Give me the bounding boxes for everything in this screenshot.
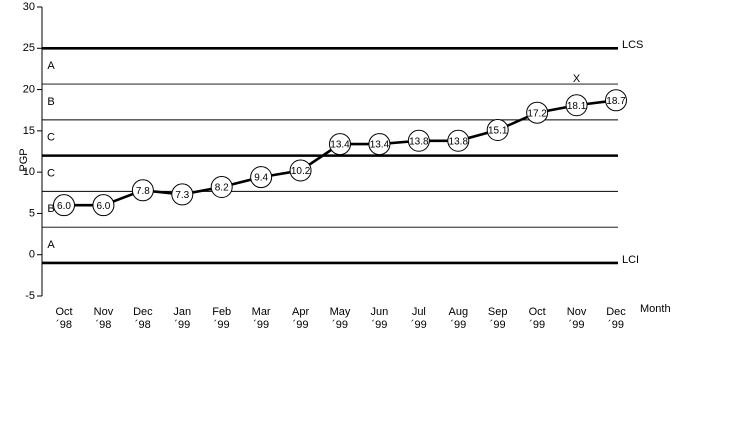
- x-tick-label-line: ´99: [293, 319, 309, 331]
- x-tick-label-line: Feb: [212, 306, 231, 318]
- data-label: 13.4: [370, 140, 390, 151]
- x-tick-label-line: ´99: [569, 319, 585, 331]
- x-tick-label-line: Jun: [371, 306, 389, 318]
- data-point: [407, 129, 430, 152]
- y-tick-label: 5: [29, 207, 35, 219]
- data-point: [329, 133, 351, 156]
- data-label: 9.4: [254, 173, 268, 184]
- x-tick-label: Jun ´99: [371, 306, 389, 331]
- x-tick-label-line: ´99: [371, 319, 387, 331]
- annotation: X: [573, 73, 581, 85]
- x-tick-label-line: Sep: [488, 306, 508, 318]
- y-tick-label: 10: [23, 166, 35, 178]
- data-label: 6.0: [96, 201, 110, 212]
- x-tick-label-line: ´99: [450, 319, 466, 331]
- x-tick-label-line: Jan: [173, 306, 191, 318]
- x-tick-label-line: Dec: [133, 306, 153, 318]
- zone-label: B: [47, 96, 54, 108]
- data-point: [53, 194, 75, 217]
- x-tick-label-line: Nov: [94, 306, 114, 318]
- data-point: [171, 183, 194, 206]
- x-tick-label-line: ´98: [135, 319, 151, 331]
- x-axis-label: Month: [640, 303, 671, 315]
- x-tick-label: Aug ´99: [448, 306, 468, 331]
- data-label: 7.3: [175, 190, 189, 201]
- x-tick-label-line: ´99: [332, 319, 348, 331]
- data-label: 6.0: [57, 201, 71, 212]
- x-tick-label: Oct ´98: [55, 306, 72, 331]
- x-tick-label-line: Oct: [529, 306, 546, 318]
- x-tick-label-line: ´99: [214, 319, 230, 331]
- x-tick-label-line: ´99: [174, 319, 190, 331]
- x-tick-label: Feb ´99: [212, 306, 231, 331]
- x-tick-label-line: Apr: [292, 306, 309, 318]
- x-tick-label-line: Aug: [448, 306, 468, 318]
- x-tick-label-line: May: [330, 306, 351, 318]
- x-tick-label: Oct ´99: [529, 306, 546, 331]
- x-tick-label-line: Dec: [606, 306, 626, 318]
- y-axis-label: PGP: [18, 148, 30, 171]
- data-point: [289, 159, 312, 182]
- data-point: [92, 194, 115, 217]
- x-tick-label: Dec ´98: [133, 306, 153, 331]
- data-label: 13.8: [409, 136, 429, 147]
- x-tick-label: Nov ´99: [567, 306, 587, 331]
- x-tick-label: May ´99: [330, 306, 351, 331]
- data-label: 18.1: [567, 101, 587, 112]
- zone-label: A: [47, 239, 55, 251]
- y-tick-label: 20: [23, 83, 35, 95]
- x-tick-label: Nov ´98: [94, 306, 114, 331]
- x-tick-label-line: Mar: [252, 306, 271, 318]
- data-point: [605, 89, 627, 112]
- zone-label: A: [47, 60, 55, 72]
- data-label: 7.8: [136, 186, 150, 197]
- zone-label: B: [47, 203, 54, 215]
- x-tick-label-line: ´99: [253, 319, 269, 331]
- x-tick-label-line: Nov: [567, 306, 587, 318]
- data-label: 15.1: [488, 126, 508, 137]
- zone-label: C: [47, 167, 55, 179]
- data-point: [250, 166, 273, 189]
- x-tick-label-line: ´98: [95, 319, 111, 331]
- x-tick-label: Mar ´99: [252, 306, 271, 331]
- y-tick-label: 25: [23, 42, 35, 54]
- y-tick-label: 0: [29, 249, 35, 261]
- x-tick-label-line: ´99: [411, 319, 427, 331]
- data-label: 13.8: [449, 136, 469, 147]
- data-label: 10.2: [291, 166, 311, 177]
- y-tick-label: -5: [25, 290, 35, 302]
- x-tick-label-line: ´99: [529, 319, 545, 331]
- y-tick-label: 30: [23, 1, 35, 13]
- data-label: 17.2: [527, 108, 547, 119]
- x-tick-label-line: ´99: [490, 319, 506, 331]
- data-label: 18.7: [606, 96, 626, 107]
- x-tick-label-line: Jul: [412, 306, 426, 318]
- data-label: 8.2: [215, 183, 229, 194]
- x-tick-label-line: ´98: [56, 319, 72, 331]
- y-tick-label: 15: [23, 125, 35, 137]
- data-point: [486, 119, 509, 142]
- data-point: [526, 101, 549, 124]
- x-tick-label-line: Oct: [55, 306, 72, 318]
- x-tick-label-line: ´99: [608, 319, 624, 331]
- control-line-label: LCS: [622, 39, 643, 51]
- data-point: [565, 94, 588, 117]
- data-point: [368, 133, 391, 156]
- data-point: [131, 179, 154, 202]
- x-tick-label: Dec ´99: [606, 306, 626, 331]
- x-tick-label: Jan ´99: [173, 306, 191, 331]
- zone-label: C: [47, 132, 55, 144]
- x-tick-label: Apr ´99: [292, 306, 309, 331]
- data-label: 13.4: [330, 140, 350, 151]
- x-tick-label: Jul ´99: [411, 306, 427, 331]
- control-line-label: LCI: [622, 254, 639, 266]
- data-point: [210, 176, 233, 199]
- x-tick-label: Sep ´99: [488, 306, 508, 331]
- data-point: [447, 129, 470, 152]
